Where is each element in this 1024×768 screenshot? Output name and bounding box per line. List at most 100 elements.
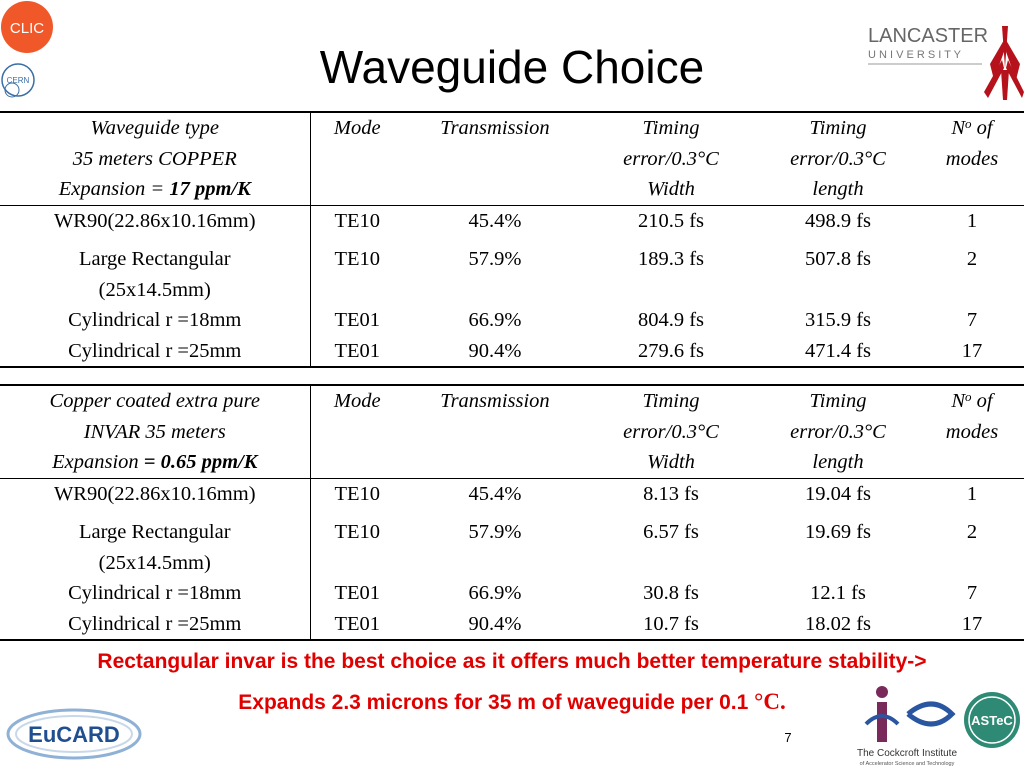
table-row: Large Rectangular (25x14.5mm) TE10 57.9%… — [0, 236, 1024, 305]
header-timing-line: Timing — [642, 390, 700, 412]
cell-transmission: 45.4% — [468, 482, 522, 505]
cell-mode: TE01 — [334, 309, 381, 331]
header-modes-n: N — [951, 117, 966, 139]
header-expansion-label: Expansion — [52, 451, 144, 473]
cell-timing-length: 315.9 fs — [804, 309, 872, 331]
lancaster-rose-icon — [984, 26, 1024, 100]
header-type-line: Waveguide type — [90, 117, 219, 139]
conclusion-unit: °C. — [754, 689, 786, 714]
header-modes-n: N — [951, 390, 966, 412]
header-waveguide-type: Waveguide type 35 meters COPPER Expansio… — [0, 112, 311, 205]
cell-waveguide-type: Cylindrical r =18mm — [0, 305, 311, 336]
cell-modes: 1 — [966, 482, 978, 505]
cell-transmission: 57.9% — [468, 248, 522, 270]
cell-waveguide-type: Large Rectangular (25x14.5mm) — [0, 236, 311, 305]
university-logo-text: U N I V E R S I T Y — [868, 49, 962, 61]
header-modes-line: No of — [920, 386, 1024, 417]
header-modes-sup: o — [965, 389, 972, 404]
cell-modes: 2 — [966, 248, 978, 270]
cell-transmission: 45.4% — [468, 209, 522, 232]
table-header-row: Copper coated extra pure INVAR 35 meters… — [0, 385, 1024, 478]
header-mode: Mode — [333, 117, 381, 139]
cell-type-line: (25x14.5mm) — [98, 551, 211, 574]
lancaster-logo-text: LANCASTER — [868, 25, 988, 47]
cell-modes: 7 — [966, 309, 978, 331]
cell-mode: TE01 — [334, 339, 381, 362]
cern-logo-text: CERN — [7, 76, 30, 85]
cockcroft-logo-text: The Cockcroft Institute — [857, 748, 957, 759]
cell-waveguide-type: Large Rectangular (25x14.5mm) — [0, 509, 311, 578]
table-header-row: Waveguide type 35 meters COPPER Expansio… — [0, 112, 1024, 205]
table-row: Cylindrical r =25mm TE01 90.4% 10.7 fs 1… — [0, 608, 1024, 640]
cell-timing-width: 804.9 fs — [637, 309, 705, 331]
header-mode: Mode — [333, 390, 381, 412]
header-timing-length: Timing error/0.3°C length — [756, 112, 920, 205]
cell-timing-width: 189.3 fs — [637, 248, 705, 270]
cell-mode: TE10 — [334, 521, 381, 543]
clic-logo-text: CLIC — [10, 20, 44, 37]
cell-modes: 1 — [966, 209, 978, 232]
header-timing-width: Timing error/0.3°C Width — [586, 385, 756, 478]
header-timing-width: Timing error/0.3°C Width — [586, 112, 756, 205]
cell-type-line: Large Rectangular — [78, 248, 231, 270]
header-waveguide-type: Copper coated extra pure INVAR 35 meters… — [0, 385, 311, 478]
header-timing-line: length — [812, 451, 864, 473]
cell-modes: 2 — [966, 521, 978, 543]
cell-modes: 7 — [966, 582, 978, 604]
astec-logo: ASTeC — [964, 692, 1020, 748]
header-expansion: Expansion = 0.65 ppm/K — [0, 447, 310, 478]
header-timing-line: Width — [647, 451, 695, 473]
cell-timing-length: 498.9 fs — [804, 209, 872, 232]
cell-waveguide-type: Cylindrical r =18mm — [0, 578, 311, 609]
header-timing-line: Width — [647, 178, 695, 200]
eucard-logo-text: EuCARD — [28, 722, 120, 747]
header-expansion-value: = 0.65 ppm/K — [143, 451, 258, 473]
astec-logo-text: ASTeC — [971, 713, 1013, 728]
invar-waveguide-table: Copper coated extra pure INVAR 35 meters… — [0, 384, 1024, 641]
table-row: Cylindrical r =18mm TE01 66.9% 804.9 fs … — [0, 305, 1024, 336]
clic-logo: CLIC — [1, 1, 53, 53]
cell-timing-length: 19.04 fs — [804, 482, 872, 505]
cell-timing-width: 279.6 fs — [637, 339, 705, 362]
header-timing-line: length — [812, 178, 864, 200]
cell-type-line: Large Rectangular — [78, 521, 231, 543]
header-transmission: Transmission — [440, 390, 550, 412]
cell-modes: 17 — [961, 339, 983, 362]
slide-title: Waveguide Choice — [319, 41, 705, 93]
header-expansion: Expansion = 17 ppm/K — [0, 174, 310, 205]
cern-logo: CERN — [1, 63, 35, 98]
cell-timing-length: 18.02 fs — [804, 612, 872, 635]
header-expansion-label: Expansion = — [58, 178, 170, 200]
header-timing-line: error/0.3°C — [790, 147, 886, 170]
cell-waveguide-type: WR90(22.86x10.16mm) — [0, 205, 311, 236]
header-timing-line: Timing — [809, 117, 867, 139]
cell-mode: TE10 — [334, 209, 381, 232]
header-timing-line: error/0.3°C — [623, 147, 719, 170]
conclusion-text: Rectangular invar is the best choice as … — [97, 650, 927, 673]
cell-transmission: 66.9% — [468, 309, 522, 331]
table-row: Large Rectangular (25x14.5mm) TE10 57.9%… — [0, 509, 1024, 578]
header-modes-sup: o — [965, 116, 972, 131]
header-transmission: Transmission — [440, 117, 550, 139]
lancaster-university-logo: LANCASTER U N I V E R S I T Y — [868, 25, 1024, 100]
header-number-of-modes: No of modes — [920, 112, 1024, 205]
header-type-line: INVAR 35 meters — [83, 420, 226, 443]
conclusion-expansion-prefix: Expands 2.3 microns for 35 m of waveguid… — [238, 691, 755, 714]
cell-modes: 17 — [961, 612, 983, 635]
cell-mode: TE10 — [334, 482, 381, 505]
header-modes-line: No of — [920, 113, 1024, 144]
cell-waveguide-type: Cylindrical r =25mm — [0, 335, 311, 367]
cell-mode: TE01 — [334, 582, 381, 604]
cell-transmission: 90.4% — [468, 612, 522, 635]
copper-waveguide-table: Waveguide type 35 meters COPPER Expansio… — [0, 111, 1024, 368]
cell-timing-width: 30.8 fs — [643, 582, 699, 604]
header-expansion-value: 17 ppm/K — [169, 178, 251, 200]
header-number-of-modes: No of modes — [920, 385, 1024, 478]
header-timing-line: Timing — [809, 390, 867, 412]
table-row: WR90(22.86x10.16mm) TE10 45.4% 8.13 fs 1… — [0, 478, 1024, 509]
cockcroft-institute-logo: The Cockcroft Institute of Accelerator S… — [857, 686, 957, 767]
table-row: Cylindrical r =18mm TE01 66.9% 30.8 fs 1… — [0, 578, 1024, 609]
header-modes-line: modes — [945, 420, 999, 443]
cell-type-line: (25x14.5mm) — [98, 278, 211, 301]
header-timing-length: Timing error/0.3°C length — [756, 385, 920, 478]
